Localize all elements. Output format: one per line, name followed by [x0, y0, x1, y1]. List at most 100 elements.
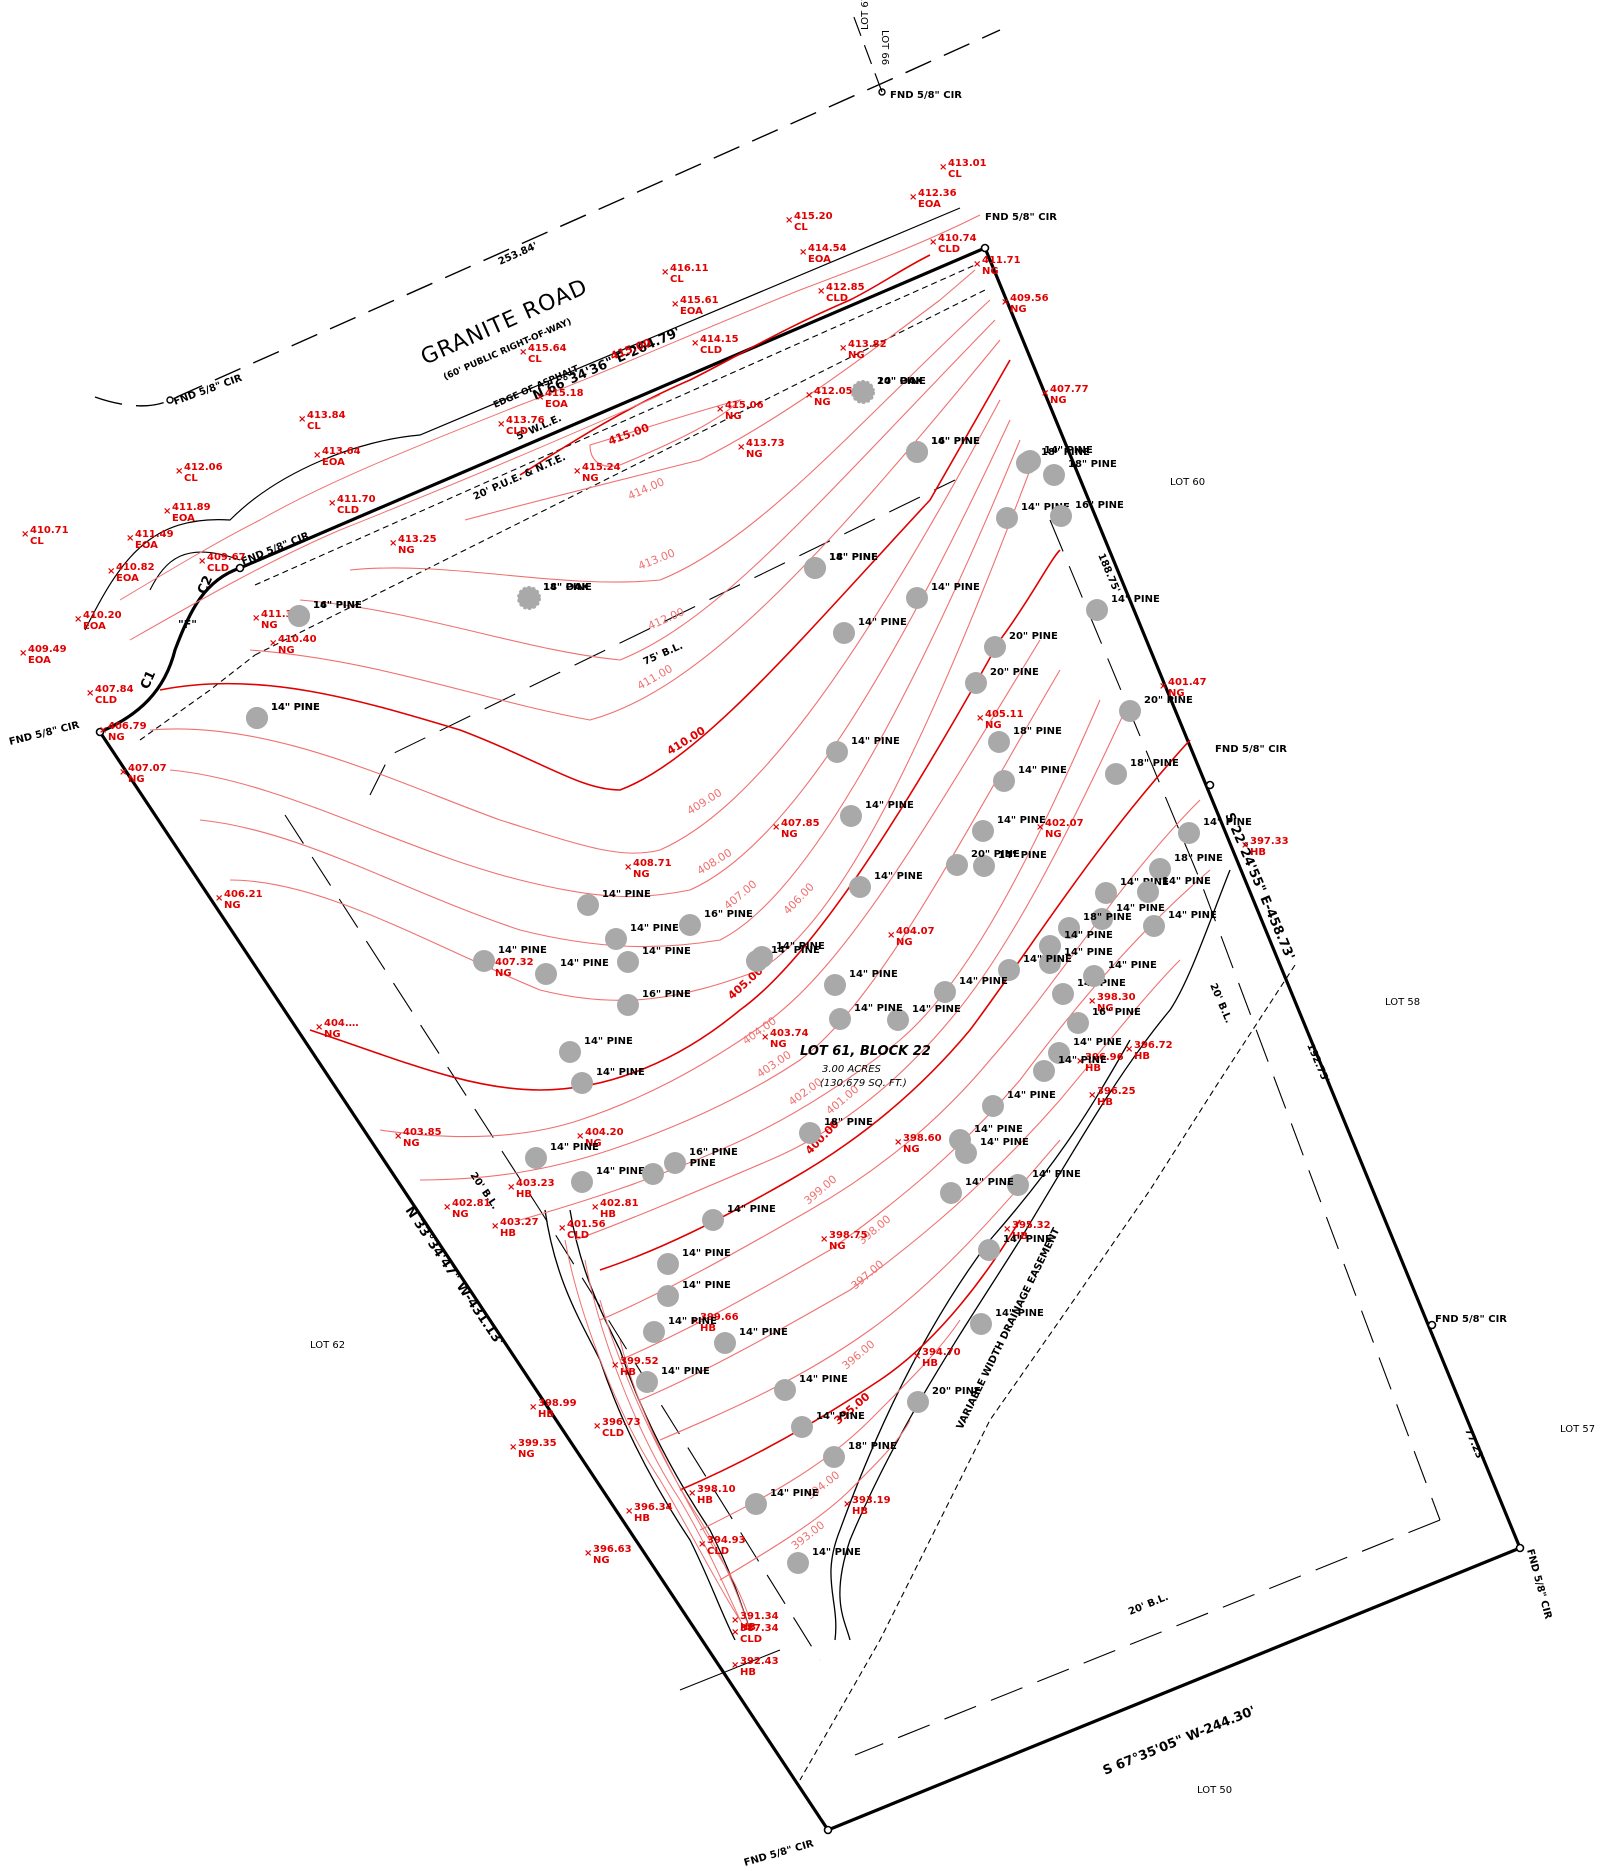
spot-elevation-code: EOA: [808, 254, 831, 265]
tree-label: 20" PINE: [971, 849, 1020, 860]
spot-elevation-code: NG: [982, 266, 999, 277]
spot-elevation-code: CLD: [740, 1634, 762, 1645]
road-row-length: 253.84': [497, 241, 540, 268]
spot-elevation-code: NG: [903, 1144, 920, 1155]
pine-tree-icon: [840, 805, 862, 827]
contour-412: [299, 319, 996, 661]
pine-tree: 18" PINE: [1058, 912, 1132, 939]
spot-elevation-value: 415.64: [528, 343, 567, 354]
spot-elevation-value: 413.76: [506, 415, 545, 426]
spot-marker-x: ×: [761, 1032, 769, 1043]
pine-tree-icon: [714, 1332, 736, 1354]
spot-elevation: × 404.…NG: [315, 1018, 359, 1040]
spot-elevation-code: HB: [1134, 1051, 1150, 1062]
spot-marker-x: ×: [716, 404, 724, 415]
pine-tree: 14" PINE: [642, 1158, 716, 1185]
pine-tree: 14" PINE: [852, 376, 926, 403]
contour-label-408: 408.00: [695, 846, 735, 877]
tree-label: 14" PINE: [271, 702, 320, 713]
tree-label: 14" PINE: [1116, 903, 1165, 914]
spot-elevation-code: NG: [746, 449, 763, 460]
spot-elevation-value: 409.56: [1010, 293, 1049, 304]
tree-label: 14" PINE: [770, 1488, 819, 1499]
tree-label: 14" PINE: [812, 1547, 861, 1558]
tree-label: 14" PINE: [995, 1308, 1044, 1319]
spot-elevation-value: 410.74: [938, 233, 977, 244]
contour-label-399: 399.00: [802, 1173, 840, 1208]
spot-elevation-value: 396.25: [1097, 1086, 1136, 1097]
pine-tree: 14" PINE: [1091, 903, 1165, 930]
pine-tree-icon: [826, 741, 848, 763]
drainage-easement-east: [799, 964, 1296, 1781]
spot-marker-x: ×: [593, 1421, 601, 1432]
spot-elevation-value: 413.01: [948, 158, 987, 169]
spot-elevation-value: 399.52: [620, 1356, 659, 1367]
spot-marker-x: ×: [1036, 822, 1044, 833]
pine-tree-icon: [965, 672, 987, 694]
spot-marker-x: ×: [576, 1131, 584, 1142]
spot-marker-x: ×: [519, 347, 527, 358]
spot-elevation-value: 415.24: [582, 462, 621, 473]
spot-elevation-code: NG: [403, 1138, 420, 1149]
tree-label: 14" PINE: [667, 1158, 716, 1169]
pine-tree-icon: [998, 959, 1020, 981]
pine-tree-icon: [988, 731, 1010, 753]
contour-label-403: 403.00: [754, 1048, 793, 1080]
spot-elevation-code: CLD: [95, 695, 117, 706]
pine-tree-icon: [996, 507, 1018, 529]
pine-tree: 18" PINE: [799, 1117, 873, 1144]
fnd-label-top: FND 5/8" CIR: [890, 90, 962, 101]
tree-label: 14" PINE: [1023, 954, 1072, 965]
pine-tree: 14" PINE: [982, 1090, 1056, 1117]
spot-elevation-code: NG: [261, 620, 278, 631]
tree-label: 14" PINE: [1044, 445, 1093, 456]
tree-label: 14" PINE: [1064, 947, 1113, 958]
spot-elevation-code: CLD: [602, 1428, 624, 1439]
spot-marker-x: ×: [74, 614, 82, 625]
pine-tree-icon: [751, 946, 773, 968]
tree-label: 16" PINE: [313, 600, 362, 611]
pine-tree: 14" PINE: [1019, 445, 1093, 472]
spot-elevation-value: 395.32: [1012, 1220, 1051, 1231]
pine-tree: 14" PINE: [996, 502, 1070, 529]
spot-elevation-code: NG: [324, 1029, 341, 1040]
spot-elevation-code: NG: [814, 397, 831, 408]
spot-elevation-code: NG: [1050, 395, 1067, 406]
pine-tree: 14" PINE: [829, 1003, 903, 1030]
pine-tree-icon: [1033, 1060, 1055, 1082]
spot-elevation-value: 413.73: [746, 438, 785, 449]
spot-elevation-value: 412.36: [918, 188, 957, 199]
spot-elevation-code: CLD: [707, 1546, 729, 1557]
spot-marker-x: ×: [731, 1615, 739, 1626]
contour-408: [169, 419, 1011, 898]
spot-marker-x: ×: [894, 1137, 902, 1148]
spot-elevation-value: 411.89: [172, 502, 211, 513]
pine-tree-icon: [833, 622, 855, 644]
spot-elevation-value: 403.23: [516, 1178, 555, 1189]
contour-415: [519, 254, 931, 476]
pine-tree: 14" PINE: [1007, 1169, 1081, 1196]
tree-label: 14" PINE: [682, 1280, 731, 1291]
pine-tree-icon: [907, 1391, 929, 1413]
pine-tree-icon: [288, 605, 310, 627]
tree-label: 14" PINE: [1108, 960, 1157, 971]
spot-elevation-value: 399.35: [518, 1438, 557, 1449]
tree-label: 14" PINE: [1032, 1169, 1081, 1180]
spot-marker-x: ×: [913, 1351, 921, 1362]
spot-marker-x: ×: [1088, 996, 1096, 1007]
contour-401: [574, 699, 1131, 1241]
spot-marker-x: ×: [1076, 1056, 1084, 1067]
spot-elevation-code: NG: [1097, 1003, 1114, 1014]
pine-tree-icon: [664, 1152, 686, 1174]
pine-tree-icon: [1039, 952, 1061, 974]
